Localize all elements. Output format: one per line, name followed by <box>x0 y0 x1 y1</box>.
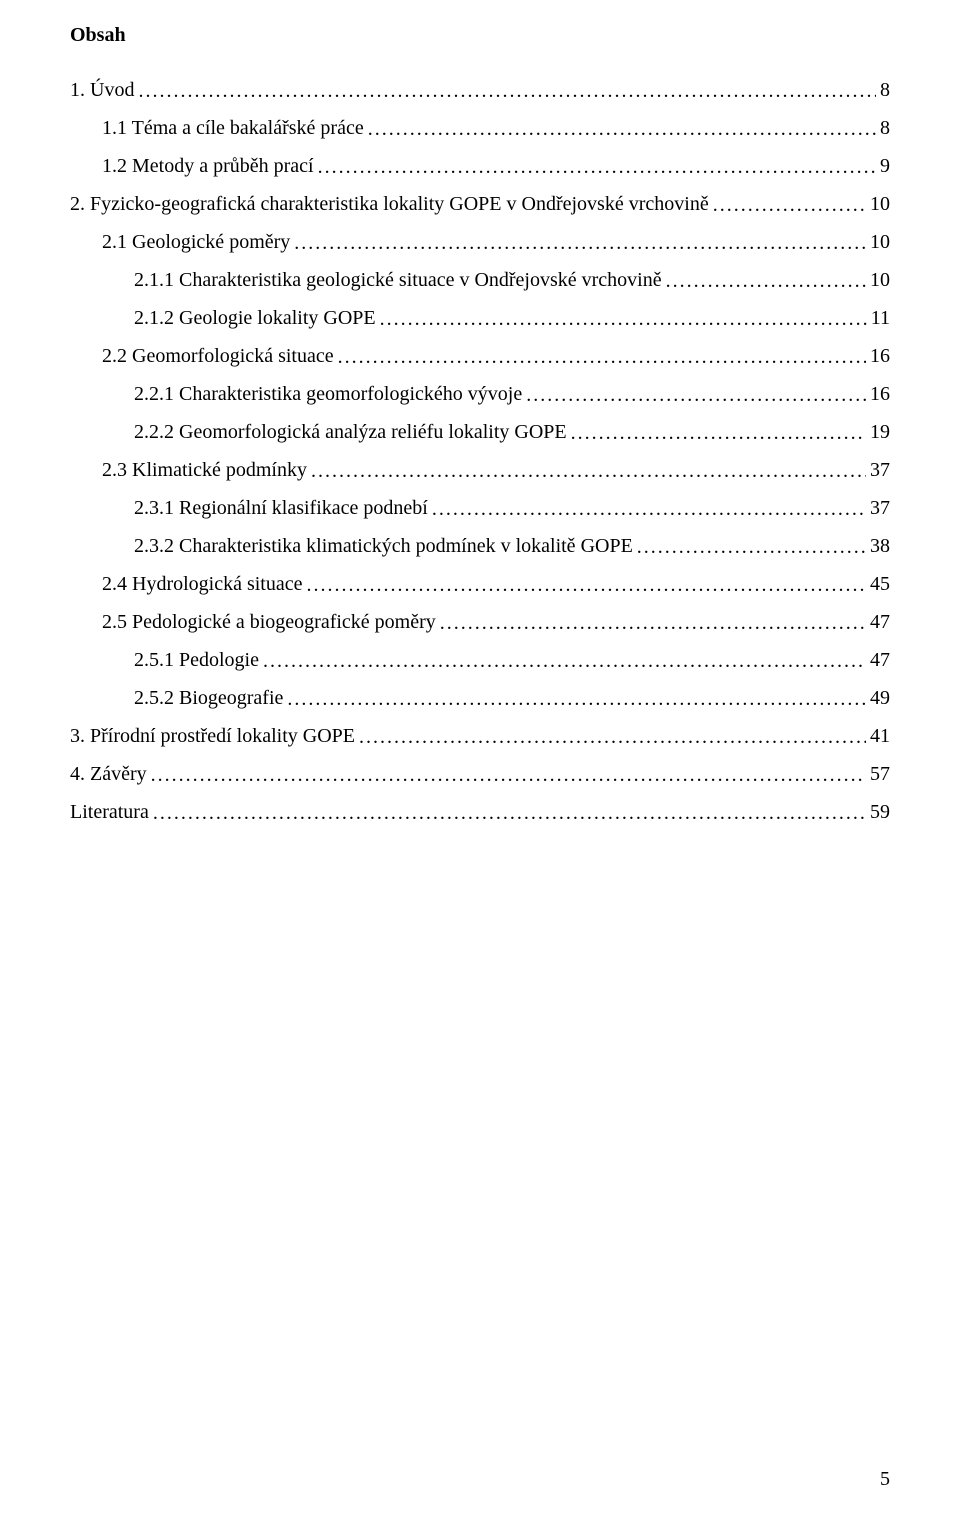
toc-entry-label: 1.1 Téma a cíle bakalářské práce <box>102 109 364 147</box>
toc-entry: 2.4 Hydrologická situace 45 <box>70 565 890 603</box>
toc-entry-label: 2.3.2 Charakteristika klimatických podmí… <box>134 527 633 565</box>
toc-entry: 2.1.2 Geologie lokality GOPE 11 <box>70 299 890 337</box>
toc-entry-label: 2.1.2 Geologie lokality GOPE <box>134 299 376 337</box>
toc-leader-dots <box>440 604 866 642</box>
toc-leader-dots <box>263 642 866 680</box>
toc-entry-label: 2. Fyzicko-geografická charakteristika l… <box>70 185 709 223</box>
toc-entry-page: 11 <box>871 299 890 337</box>
toc-entry-page: 45 <box>870 565 890 603</box>
toc-entry-page: 47 <box>870 603 890 641</box>
toc-leader-dots <box>338 338 866 376</box>
toc-entry: 2.5 Pedologické a biogeografické poměry 4… <box>70 603 890 641</box>
toc-entry-label: 2.2 Geomorfologická situace <box>102 337 334 375</box>
toc-leader-dots <box>294 224 866 262</box>
toc-entry-label: 2.5.2 Biogeografie <box>134 679 283 717</box>
toc-entry-page: 47 <box>870 641 890 679</box>
toc-entry-label: 3. Přírodní prostředí lokality GOPE <box>70 717 355 755</box>
toc-entry-page: 59 <box>870 793 890 831</box>
toc-leader-dots <box>432 490 866 528</box>
toc-entry-label: 2.3 Klimatické podmínky <box>102 451 307 489</box>
toc-entry-label: Literatura <box>70 793 149 831</box>
toc-entry-label: 2.1 Geologické poměry <box>102 223 290 261</box>
toc-entry-label: 2.1.1 Charakteristika geologické situace… <box>134 261 662 299</box>
toc-leader-dots <box>380 300 867 338</box>
toc-entry: 1. Úvod 8 <box>70 71 890 109</box>
toc-entry-page: 10 <box>870 223 890 261</box>
toc-leader-dots <box>666 262 866 300</box>
toc-leader-dots <box>637 528 866 566</box>
toc-leader-dots <box>571 414 866 452</box>
toc-entry-page: 16 <box>870 337 890 375</box>
toc-entry-label: 2.2.2 Geomorfologická analýza reliéfu lo… <box>134 413 567 451</box>
page-number: 5 <box>880 1468 890 1491</box>
toc-leader-dots <box>307 566 867 604</box>
toc-entry: 2.2 Geomorfologická situace 16 <box>70 337 890 375</box>
toc-entry: 2.2.1 Charakteristika geomorfologického … <box>70 375 890 413</box>
toc-entry-page: 16 <box>870 375 890 413</box>
toc-entry: 3. Přírodní prostředí lokality GOPE 41 <box>70 717 890 755</box>
toc-entry-page: 8 <box>880 109 890 147</box>
toc-entry: 2.5.1 Pedologie 47 <box>70 641 890 679</box>
toc-leader-dots <box>311 452 866 490</box>
toc-leader-dots <box>151 756 866 794</box>
toc-leader-dots <box>368 110 876 148</box>
toc-entry: 2.3.1 Regionální klasifikace podnebí 37 <box>70 489 890 527</box>
toc-leader-dots <box>138 72 876 110</box>
toc-entry-label: 1.2 Metody a průběh prací <box>102 147 314 185</box>
toc-leader-dots <box>318 148 876 186</box>
toc-entry-label: 2.4 Hydrologická situace <box>102 565 303 603</box>
toc-entry-page: 8 <box>880 71 890 109</box>
toc-entry: 4. Závěry 57 <box>70 755 890 793</box>
toc-entry-label: 1. Úvod <box>70 71 134 109</box>
toc-entry-label: 2.2.1 Charakteristika geomorfologického … <box>134 375 522 413</box>
toc-entry-page: 41 <box>870 717 890 755</box>
toc-entry: 2.2.2 Geomorfologická analýza reliéfu lo… <box>70 413 890 451</box>
toc-entry: 2.1 Geologické poměry 10 <box>70 223 890 261</box>
toc-entry: 2.5.2 Biogeografie 49 <box>70 679 890 717</box>
toc-entry-page: 10 <box>870 261 890 299</box>
toc-leader-dots <box>526 376 866 414</box>
toc-entry-label: 2.5.1 Pedologie <box>134 641 259 679</box>
toc-entry-page: 9 <box>880 147 890 185</box>
toc-entry-page: 10 <box>870 185 890 223</box>
toc-entry-label: 2.5 Pedologické a biogeografické poměry <box>102 603 436 641</box>
toc-entry-page: 19 <box>870 413 890 451</box>
toc-leader-dots <box>713 186 866 224</box>
toc-entry-page: 57 <box>870 755 890 793</box>
toc-entry-label: 2.3.1 Regionální klasifikace podnebí <box>134 489 428 527</box>
toc-heading: Obsah <box>70 24 890 47</box>
toc-entry: 2.3.2 Charakteristika klimatických podmí… <box>70 527 890 565</box>
toc-entry: Literatura 59 <box>70 793 890 831</box>
toc-entry: 2.1.1 Charakteristika geologické situace… <box>70 261 890 299</box>
toc-entry-page: 37 <box>870 489 890 527</box>
toc-entry: 1.2 Metody a průběh prací 9 <box>70 147 890 185</box>
toc-leader-dots <box>287 680 866 718</box>
toc-container: 1. Úvod81.1 Téma a cíle bakalářské práce… <box>70 71 890 831</box>
toc-entry-page: 49 <box>870 679 890 717</box>
toc-entry-page: 37 <box>870 451 890 489</box>
toc-entry-page: 38 <box>870 527 890 565</box>
toc-entry: 1.1 Téma a cíle bakalářské práce 8 <box>70 109 890 147</box>
toc-entry: 2. Fyzicko-geografická charakteristika l… <box>70 185 890 223</box>
toc-entry: 2.3 Klimatické podmínky 37 <box>70 451 890 489</box>
toc-entry-label: 4. Závěry <box>70 755 147 793</box>
toc-leader-dots <box>359 718 866 756</box>
toc-leader-dots <box>153 794 866 832</box>
